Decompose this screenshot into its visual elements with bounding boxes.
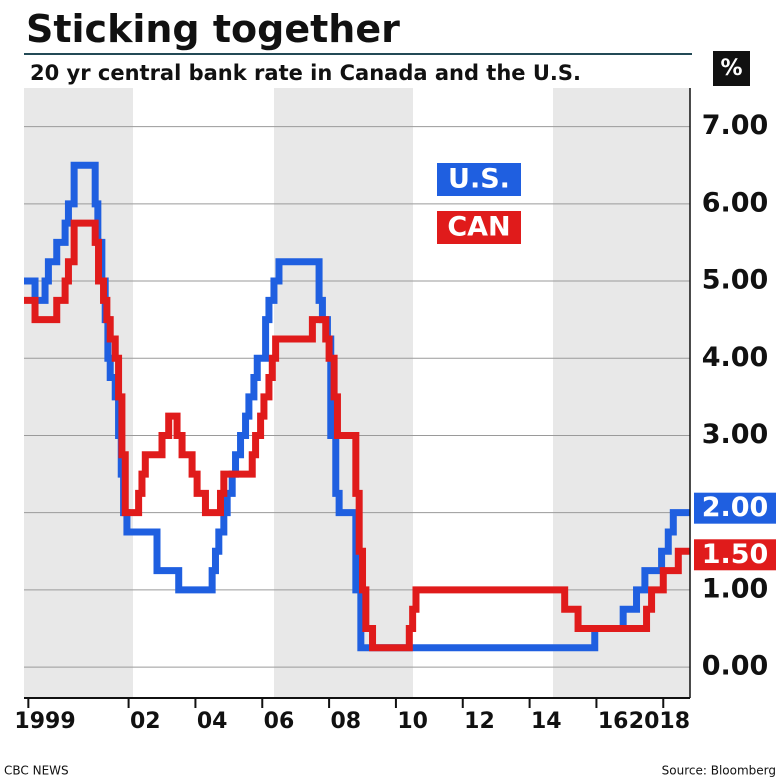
y-tick-label: 5.00 (702, 265, 769, 296)
x-tick-label: 06 (264, 709, 295, 734)
legend-box (437, 211, 521, 244)
legend-label: CAN (447, 212, 510, 243)
chart-subtitle: 20 yr central bank rate in Canada and th… (30, 61, 581, 85)
shade-band (274, 88, 413, 698)
legend-label: U.S. (448, 164, 510, 195)
y-tick-label: 7.00 (702, 110, 769, 141)
x-tick-label: 08 (330, 709, 361, 734)
credit: CBC NEWS (4, 764, 69, 778)
y-tick-label: 1.00 (702, 573, 769, 604)
end-label-box (694, 492, 776, 524)
series-line (24, 219, 690, 652)
overlay: 0.00 1.00 2.00 3.00 4.00 5.00 6.00 7.00 1999 02 04… (14, 110, 776, 734)
y-tick-label: 4.00 (702, 342, 769, 373)
x-tick-label: 04 (197, 709, 228, 734)
lines (24, 161, 690, 652)
end-label-box (694, 539, 776, 571)
x-tick-label: 02 (130, 709, 161, 734)
y-tick-label: 0.00 (702, 651, 769, 682)
unit-box (713, 51, 750, 86)
series-line (24, 161, 690, 652)
y-unit: % (720, 56, 742, 81)
x-tick-label: 1999 (14, 709, 75, 734)
end-label: 1.50 (702, 539, 769, 570)
x-tick-label: 2018 (629, 709, 690, 734)
legend-box (437, 163, 521, 196)
y-tick-label: 3.00 (702, 419, 769, 450)
shade-band (553, 88, 690, 698)
y-tick-label: 6.00 (702, 187, 769, 218)
x-tick-label: 14 (531, 709, 562, 734)
source: Source: Bloomberg (662, 764, 776, 778)
end-label: 2.00 (702, 492, 769, 523)
chart-title: Sticking together (26, 7, 400, 51)
x-tick-label: 16 (598, 709, 629, 734)
x-tick-label: 10 (397, 709, 428, 734)
x-tick-label: 12 (464, 709, 495, 734)
